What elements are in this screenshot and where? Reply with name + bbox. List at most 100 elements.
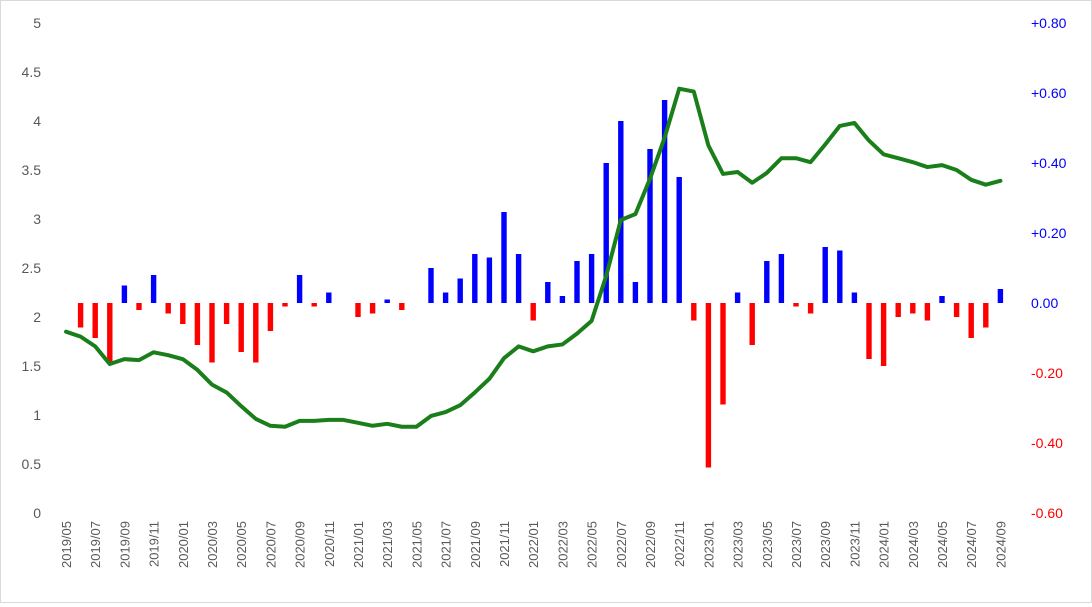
x-tick-label: 2023/09 xyxy=(818,521,833,568)
x-tick-label: 2019/07 xyxy=(88,521,103,568)
bar-2020/10 xyxy=(311,303,317,307)
bar-2022/11 xyxy=(676,177,682,303)
bar-2020/03 xyxy=(209,303,215,363)
bar-2023/05 xyxy=(764,261,770,303)
bar-2022/10 xyxy=(661,100,668,303)
bar-2021/10 xyxy=(486,257,493,303)
bar-2020/02 xyxy=(194,303,201,345)
right-tick-label: 0.00 xyxy=(1031,295,1058,311)
x-tick-label: 2022/11 xyxy=(672,521,687,567)
bar-2024/05 xyxy=(939,296,945,303)
bar-2023/03 xyxy=(734,292,741,303)
bar-2023/09 xyxy=(822,247,828,303)
bar-2022/04 xyxy=(574,261,580,303)
left-tick-label: 2.5 xyxy=(22,260,42,276)
x-tick-label: 2021/09 xyxy=(468,521,483,568)
left-tick-label: 1 xyxy=(33,407,41,423)
right-tick-label: +0.40 xyxy=(1031,155,1067,171)
change-bars xyxy=(77,100,1004,468)
right-tick-label: -0.40 xyxy=(1031,435,1063,451)
level-line xyxy=(64,86,1003,429)
right-tick-label: +0.60 xyxy=(1031,85,1067,101)
right-tick-label: +0.20 xyxy=(1031,225,1067,241)
bar-2021/03 xyxy=(384,299,390,303)
x-tick-label: 2023/05 xyxy=(760,521,775,568)
x-tick-label: 2021/07 xyxy=(439,521,454,568)
bar-2022/08 xyxy=(632,282,639,303)
bar-2019/09 xyxy=(121,285,128,303)
bar-2022/12 xyxy=(691,303,697,321)
bar-2022/05 xyxy=(588,254,595,303)
x-tick-label: 2024/05 xyxy=(935,521,950,568)
bar-2024/03 xyxy=(910,303,916,314)
level-line-layer xyxy=(64,86,1003,429)
bar-2023/02 xyxy=(720,303,726,405)
bar-2021/01 xyxy=(355,303,361,317)
left-tick-label: 4 xyxy=(33,113,41,129)
x-tick-label: 2021/03 xyxy=(380,521,395,568)
right-tick-label: -0.60 xyxy=(1031,505,1063,521)
bar-2024/04 xyxy=(924,303,931,321)
left-tick-label: 3 xyxy=(33,211,41,227)
left-tick-label: 0.5 xyxy=(22,456,42,472)
bar-2022/07 xyxy=(618,121,624,303)
x-tick-label: 2022/03 xyxy=(555,521,570,568)
bar-2024/01 xyxy=(880,303,887,366)
x-axis-ticks: 2019/05 2019/07 2019/09 2019/11 2020/01 2020/… xyxy=(59,521,1008,568)
x-tick-label: 2022/09 xyxy=(643,521,658,568)
bar-2022/03 xyxy=(559,296,566,303)
bar-2022/06 xyxy=(603,163,609,303)
bar-2019/12 xyxy=(165,303,171,314)
bar-2024/09 xyxy=(997,289,1004,303)
x-tick-label: 2021/11 xyxy=(497,521,512,567)
x-tick-label: 2020/09 xyxy=(293,521,308,568)
x-tick-label: 2022/07 xyxy=(614,521,629,568)
bar-2023/11 xyxy=(851,292,858,303)
x-tick-label: 2024/03 xyxy=(906,521,921,568)
bar-2019/08 xyxy=(107,303,113,363)
right-tick-label: -0.20 xyxy=(1031,365,1063,381)
bar-2022/09 xyxy=(647,149,653,303)
bar-2019/07 xyxy=(92,303,98,338)
x-tick-label: 2021/05 xyxy=(409,521,424,568)
x-tick-label: 2020/03 xyxy=(205,521,220,568)
left-axis-ticks: 0 0.5 1 1.5 2 2.5 3 3.5 4 4.5 5 xyxy=(22,15,42,521)
bar-2023/04 xyxy=(749,303,755,345)
x-tick-label: 2022/05 xyxy=(585,521,600,568)
bar-2020/07 xyxy=(267,303,274,331)
bar-2024/07 xyxy=(968,303,974,338)
x-tick-label: 2023/03 xyxy=(731,521,746,568)
x-tick-label: 2021/01 xyxy=(351,521,366,568)
x-tick-label: 2019/09 xyxy=(117,521,132,568)
x-tick-label: 2019/05 xyxy=(59,521,74,568)
x-tick-label: 2020/07 xyxy=(263,521,278,568)
x-tick-label: 2023/11 xyxy=(847,521,862,567)
bar-2024/08 xyxy=(983,303,989,328)
left-tick-label: 1.5 xyxy=(22,358,42,374)
left-tick-label: 4.5 xyxy=(22,64,42,80)
bar-2024/06 xyxy=(953,303,960,317)
bar-2020/11 xyxy=(326,292,332,303)
bar-2022/02 xyxy=(545,282,551,303)
x-tick-label: 2020/01 xyxy=(176,521,191,568)
bar-2023/07 xyxy=(793,303,799,307)
bar-2022/01 xyxy=(530,303,536,321)
bar-2023/06 xyxy=(778,254,785,303)
x-tick-label: 2023/01 xyxy=(701,521,716,568)
bar-2023/08 xyxy=(807,303,814,314)
bar-2024/02 xyxy=(895,303,901,317)
bar-2019/06 xyxy=(77,303,84,328)
bar-2021/11 xyxy=(501,212,507,303)
bar-2020/05 xyxy=(238,303,244,352)
bar-2020/08 xyxy=(282,303,288,307)
bar-2019/10 xyxy=(136,303,142,310)
x-tick-label: 2020/11 xyxy=(322,521,337,567)
left-tick-label: 2 xyxy=(33,309,41,325)
bar-2021/08 xyxy=(457,278,463,303)
bar-2020/09 xyxy=(296,275,303,303)
bar-2020/01 xyxy=(180,303,186,324)
left-tick-label: 0 xyxy=(33,505,41,521)
x-tick-label: 2020/05 xyxy=(234,521,249,568)
bar-2020/06 xyxy=(253,303,259,363)
